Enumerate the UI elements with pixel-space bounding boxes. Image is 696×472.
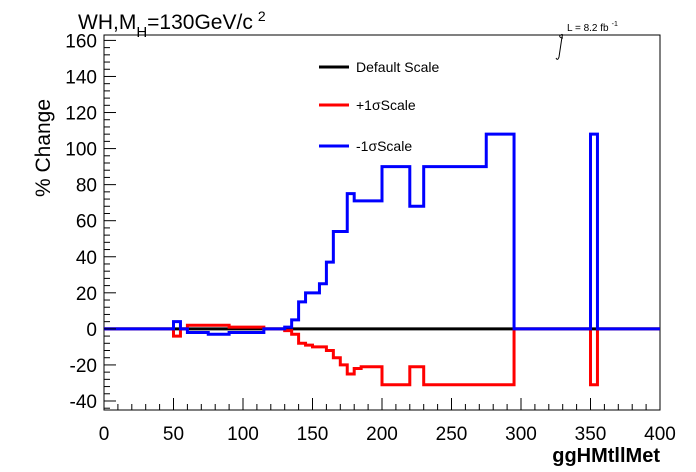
series-plus-1sigma-scale	[104, 323, 660, 387]
x-tick-label: 50	[163, 424, 184, 445]
y-tick-label: 120	[65, 104, 97, 125]
x-tick-label: 0	[99, 424, 110, 445]
y-tick-label: 20	[76, 284, 97, 305]
legend-label-default: Default Scale	[356, 59, 439, 75]
x-tick-label: 250	[436, 424, 468, 445]
x-tick-label: 100	[227, 424, 259, 445]
x-tick-label: 300	[505, 424, 537, 445]
chart-title-subscript: H	[136, 24, 147, 41]
legend-label-plus: +1σScale	[356, 97, 416, 113]
chart-title-main: WH,M	[78, 11, 136, 34]
chart-title-rest: =130GeV/c	[147, 11, 253, 34]
chart-title: WH,MH=130GeV/c 2	[78, 8, 266, 41]
x-axis: 0 50 100 150 200 250 300 350 400	[99, 398, 676, 445]
y-tick-label: -20	[70, 356, 97, 377]
y-tick-label: 140	[65, 67, 97, 88]
y-axis: -40 -20 0 20 40 60 80 100 120 140 160	[65, 31, 116, 413]
legend-label-minus: -1σScale	[356, 138, 412, 154]
y-axis-title: % Change	[32, 99, 55, 197]
series-minus-1sigma-scale	[104, 132, 660, 336]
luminosity-superscript: -1	[612, 21, 618, 28]
plot-frame	[103, 34, 661, 411]
legend: Default Scale +1σScale -1σScale	[319, 59, 439, 154]
luminosity-label: L = 8.2 fb -1	[567, 21, 618, 34]
y-tick-label: 80	[76, 176, 97, 197]
luminosity-value: L = 8.2 fb	[567, 23, 609, 34]
chart-title-superscript: 2	[258, 8, 266, 24]
integral-sign	[555, 33, 564, 60]
x-axis-title: ggHMtllMet	[552, 445, 660, 467]
y-tick-label: -40	[70, 392, 97, 413]
y-tick-label: 0	[86, 320, 97, 341]
series-layer	[104, 132, 660, 387]
y-tick-label: 60	[76, 212, 97, 233]
y-tick-label: 160	[65, 31, 97, 52]
y-tick-label: 40	[76, 248, 97, 269]
x-tick-label: 200	[366, 424, 398, 445]
x-tick-label: 350	[575, 424, 607, 445]
y-tick-label: 100	[65, 140, 97, 161]
x-tick-label: 400	[644, 424, 676, 445]
x-tick-label: 150	[297, 424, 329, 445]
